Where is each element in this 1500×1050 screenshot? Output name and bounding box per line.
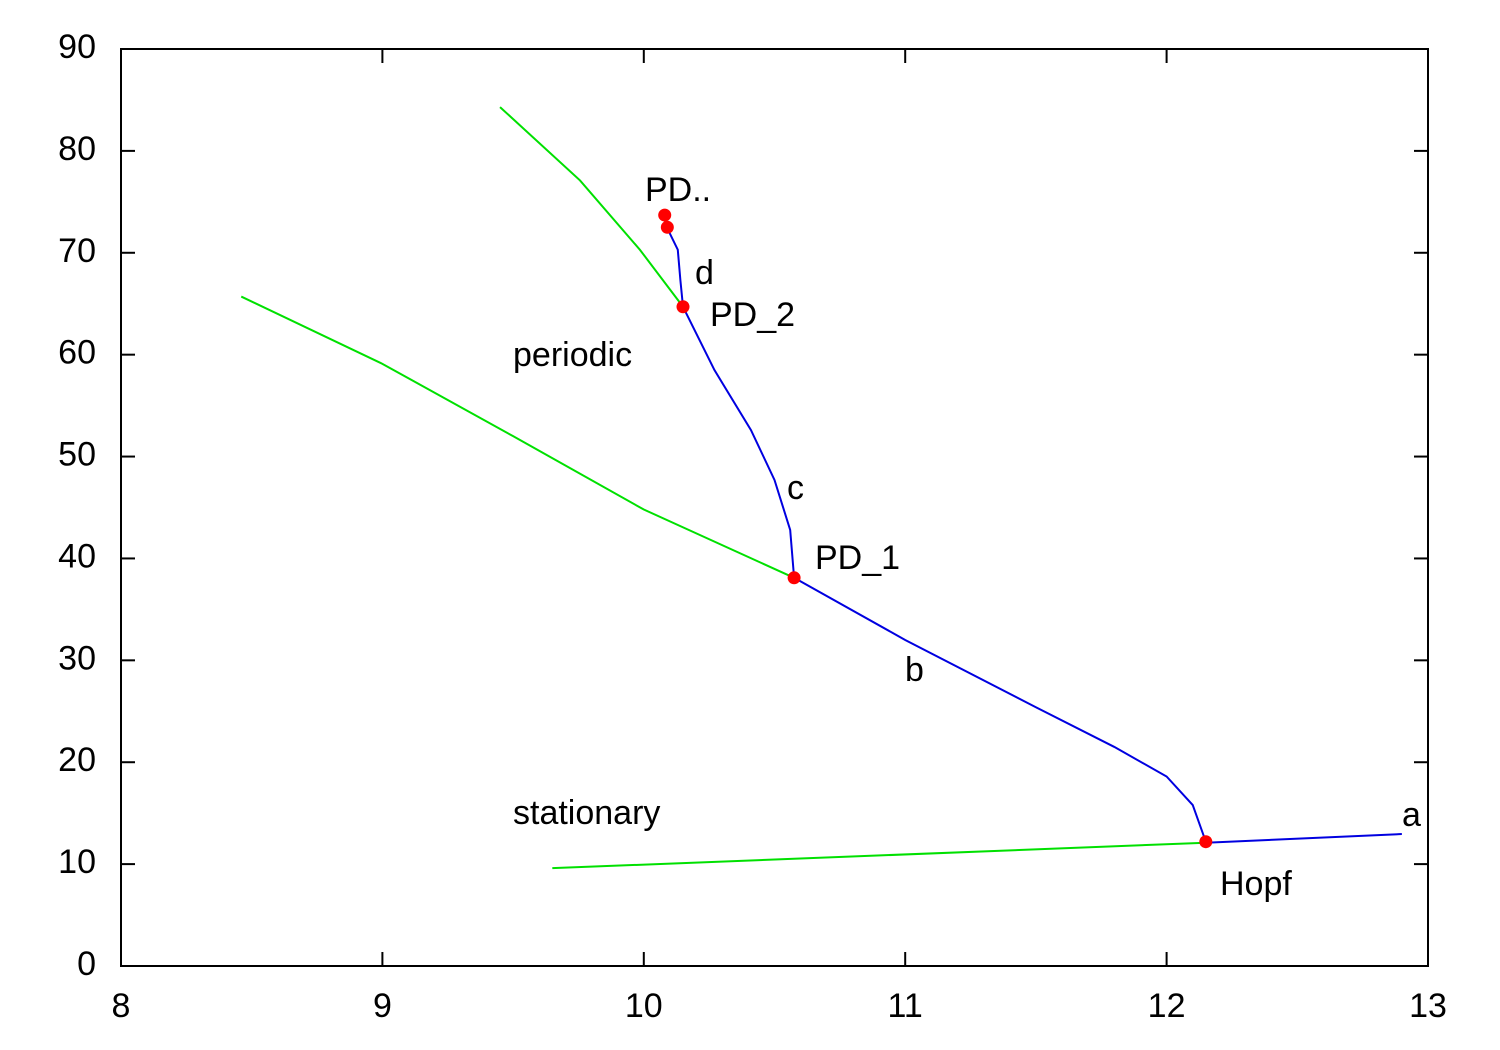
y-tick-label: 20 [58,741,96,779]
y-tick-label: 60 [58,334,96,372]
curve [499,106,684,308]
plot-frame [120,48,1429,967]
curve [682,306,796,578]
annotation: b [905,651,924,689]
annotation: d [695,254,714,292]
x-tick-label: 8 [112,987,131,1025]
y-tick-label: 70 [58,232,96,270]
y-tick-label: 0 [77,945,96,983]
annotation: Hopf [1220,865,1292,903]
point [660,220,674,234]
x-tick-label: 9 [373,987,392,1025]
annotation: stationary [513,794,660,832]
y-tick-label: 10 [58,843,96,881]
point [787,571,801,585]
y-tick-label: 40 [58,537,96,575]
annotation: a [1402,796,1421,834]
x-tick-label: 11 [888,987,923,1025]
curve [552,841,1206,870]
y-tick-label: 80 [58,130,96,168]
annotation: PD_1 [815,539,900,577]
y-tick-label: 30 [58,639,96,677]
annotation: periodic [513,336,632,374]
curve [793,576,1207,843]
point [676,300,690,314]
curve [240,295,795,579]
y-tick-label: 50 [58,436,96,474]
point [658,208,672,222]
x-tick-label: 10 [625,987,663,1025]
annotation: c [787,469,804,507]
x-tick-label: 12 [1148,987,1186,1025]
curve [666,227,685,307]
x-tick-label: 13 [1409,987,1447,1025]
annotation: PD_2 [710,296,795,334]
annotation: PD.. [645,171,711,209]
point [1199,835,1213,849]
y-tick-label: 90 [58,28,96,66]
curve [1205,833,1402,844]
